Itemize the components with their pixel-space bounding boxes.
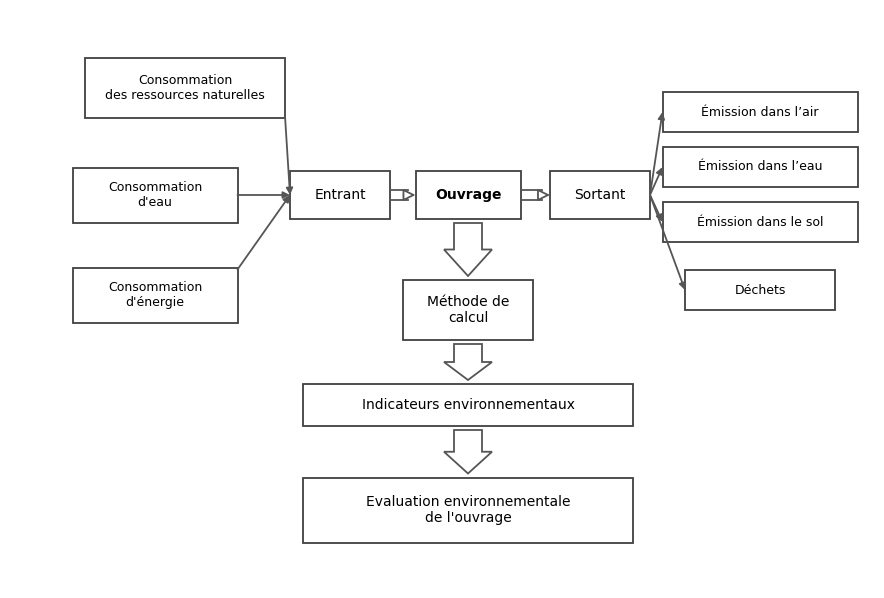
FancyBboxPatch shape bbox=[685, 270, 835, 310]
FancyBboxPatch shape bbox=[415, 171, 521, 219]
Text: Déchets: Déchets bbox=[735, 283, 786, 297]
Text: Consommation
des ressources naturelles: Consommation des ressources naturelles bbox=[105, 74, 265, 102]
Text: Evaluation environnementale
de l'ouvrage: Evaluation environnementale de l'ouvrage bbox=[366, 495, 570, 525]
Text: Entrant: Entrant bbox=[314, 188, 366, 202]
Text: Émission dans l’air: Émission dans l’air bbox=[701, 105, 819, 118]
FancyBboxPatch shape bbox=[72, 167, 238, 222]
FancyBboxPatch shape bbox=[303, 477, 633, 542]
FancyBboxPatch shape bbox=[403, 280, 533, 340]
Text: Consommation
d'eau: Consommation d'eau bbox=[108, 181, 202, 209]
Polygon shape bbox=[444, 430, 492, 474]
FancyBboxPatch shape bbox=[662, 202, 857, 242]
FancyBboxPatch shape bbox=[550, 171, 650, 219]
Text: Émission dans le sol: Émission dans le sol bbox=[697, 215, 823, 228]
FancyBboxPatch shape bbox=[290, 171, 390, 219]
FancyBboxPatch shape bbox=[303, 384, 633, 426]
FancyBboxPatch shape bbox=[662, 147, 857, 187]
FancyBboxPatch shape bbox=[85, 58, 285, 118]
Polygon shape bbox=[444, 344, 492, 380]
Text: Ouvrage: Ouvrage bbox=[435, 188, 501, 202]
FancyBboxPatch shape bbox=[72, 267, 238, 322]
Text: Émission dans l’eau: Émission dans l’eau bbox=[697, 160, 822, 173]
FancyBboxPatch shape bbox=[662, 92, 857, 132]
Text: Méthode de
calcul: Méthode de calcul bbox=[427, 295, 509, 325]
Polygon shape bbox=[444, 223, 492, 276]
Text: Indicateurs environnementaux: Indicateurs environnementaux bbox=[362, 398, 575, 412]
Text: Consommation
d'énergie: Consommation d'énergie bbox=[108, 281, 202, 309]
Text: Sortant: Sortant bbox=[575, 188, 626, 202]
